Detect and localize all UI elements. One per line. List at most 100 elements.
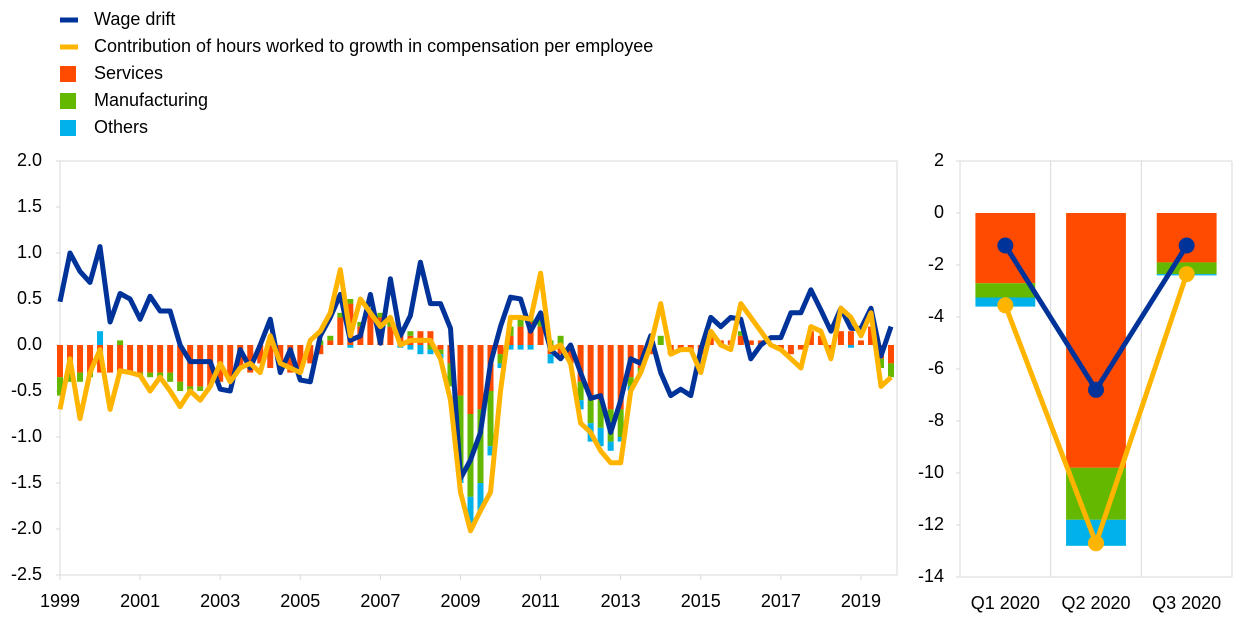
bar [607,345,614,410]
y-tick-label: 0.5 [17,288,42,308]
bar [517,345,524,350]
x-tick-label: 2019 [841,591,881,611]
line-marker [1178,237,1195,254]
bar [197,386,204,391]
bar [477,345,484,410]
bar [617,437,624,442]
bar [737,331,744,336]
bar [167,372,174,382]
bar [167,345,174,373]
bar [347,345,354,348]
bar [347,299,354,304]
bar [975,283,1036,298]
bar [517,326,524,345]
bar [447,363,454,387]
bar [417,345,424,355]
x-tick-label: 2011 [521,591,560,611]
bar [577,345,584,382]
legend-label: Services [94,63,163,83]
bar [617,345,624,410]
bar [127,345,134,373]
bar [337,312,344,318]
bar [107,345,114,373]
x-tick-label: 2007 [360,591,400,611]
bar [477,483,484,511]
bar [787,345,794,355]
y-tick-label: 1.5 [17,196,42,216]
bar [847,331,854,345]
bar [307,345,314,364]
x-tick-label: 2001 [120,591,160,611]
x-tick-label: 2009 [440,591,480,611]
bar [797,345,804,350]
line-marker [997,297,1014,314]
bar [267,345,274,368]
bar [477,409,484,483]
bar [297,345,304,373]
bar [857,340,864,345]
bar [547,354,554,364]
bar [527,345,534,350]
bar [537,326,544,345]
y-tick-label: -10 [918,462,944,482]
bar [77,372,84,382]
bar [577,400,584,410]
bar [457,395,464,479]
bar [867,326,874,345]
bar [187,345,194,387]
bar [627,377,634,387]
y-tick-label: -6 [928,358,944,378]
bar [427,349,434,355]
x-tick-label: 2017 [761,591,801,611]
bar [497,363,504,368]
legend-label: Contribution of hours worked to growth i… [94,36,653,56]
x-tick-label: 2013 [601,591,641,611]
bar [617,409,624,437]
bar [837,331,844,345]
bar [497,354,504,364]
bar [517,317,524,327]
bar [247,345,254,373]
bar [1066,213,1126,468]
x-tick-label: 2015 [681,591,721,611]
bar [807,331,814,345]
y-tick-label: -12 [918,514,944,534]
bar [577,381,584,401]
legend-label: Others [94,117,148,137]
bar [117,340,124,345]
bar [587,395,594,424]
bar [137,345,144,373]
y-tick-label: -1.0 [11,426,42,446]
y-tick-label: -2.5 [11,564,42,584]
legend-swatch [60,120,76,136]
x-tick-label: Q2 2020 [1061,593,1130,613]
bar [227,345,234,378]
bar [497,345,504,355]
bar [487,391,494,447]
y-tick-label: 0 [934,202,944,222]
legend-label: Wage drift [94,9,175,29]
line-marker [1088,535,1104,552]
bar [437,349,444,355]
bar [337,317,344,345]
bar [57,345,63,378]
y-tick-label: -14 [918,566,944,586]
bar [327,340,334,345]
y-tick-label: 2 [934,150,944,170]
bar [597,427,604,447]
y-tick-label: 1.0 [17,242,42,262]
bar [507,335,514,345]
bar [467,345,474,414]
bar [327,335,334,341]
legend-label: Manufacturing [94,90,208,110]
bar [117,345,124,373]
bar [257,345,264,364]
bar [427,345,434,350]
bar [367,312,374,345]
bar [847,345,854,348]
y-tick-label: 0.0 [17,334,42,354]
x-tick-label: Q1 2020 [971,593,1040,613]
y-tick-label: -4 [928,306,944,326]
y-tick-label: -8 [928,410,944,430]
